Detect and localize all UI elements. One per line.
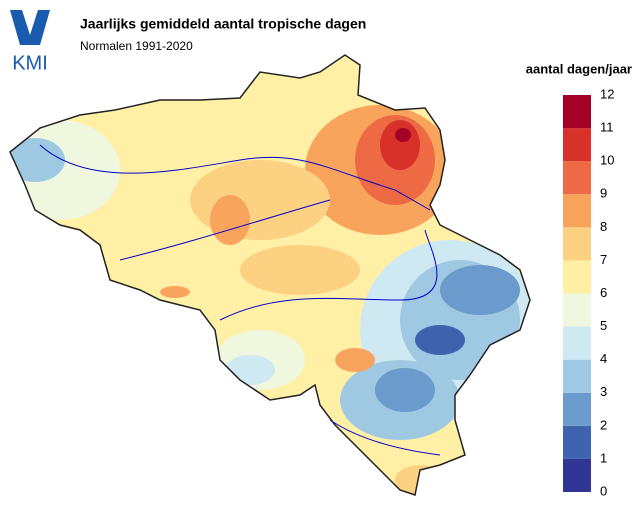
legend-bin: [563, 458, 591, 492]
logo: KMI: [10, 10, 50, 74]
legend-tick-label: 11: [600, 120, 614, 135]
legend-tick-label: 5: [600, 318, 607, 333]
legend-tick-label: 10: [600, 153, 614, 168]
legend-bin: [563, 227, 591, 261]
legend-tick-label: 12: [600, 86, 614, 101]
legend-title: aantal dagen/jaar: [526, 61, 632, 76]
legend-bin: [563, 260, 591, 294]
legend-tick-label: 4: [600, 351, 607, 366]
border: [9, 54, 531, 496]
legend-bin: [563, 194, 591, 228]
legend-bin: [563, 128, 591, 162]
legend-tick-label: 1: [600, 450, 607, 465]
legend-tick-label: 2: [600, 417, 607, 432]
legend-tick-label: 9: [600, 186, 607, 201]
rivers: [39, 144, 441, 456]
legend-tick-label: 3: [600, 384, 607, 399]
legend-tick-label: 8: [600, 219, 607, 234]
logo-text: KMI: [12, 52, 48, 74]
legend-bin: [563, 359, 591, 393]
map: [10, 55, 530, 495]
legend-bin: [563, 95, 591, 129]
legend-bin: [563, 293, 591, 327]
legend-bin: [563, 392, 591, 426]
legend-tick-label: 6: [600, 285, 607, 300]
legend-bin: [563, 425, 591, 459]
title: Jaarlijks gemiddeld aantal tropische dag…: [80, 16, 366, 32]
logo-mark: [10, 10, 50, 45]
legend-bin: [563, 161, 591, 195]
subtitle: Normalen 1991-2020: [80, 39, 193, 53]
legend-tick-label: 0: [600, 483, 607, 498]
legend-tick-label: 7: [600, 252, 607, 267]
legend-bin: [563, 326, 591, 360]
